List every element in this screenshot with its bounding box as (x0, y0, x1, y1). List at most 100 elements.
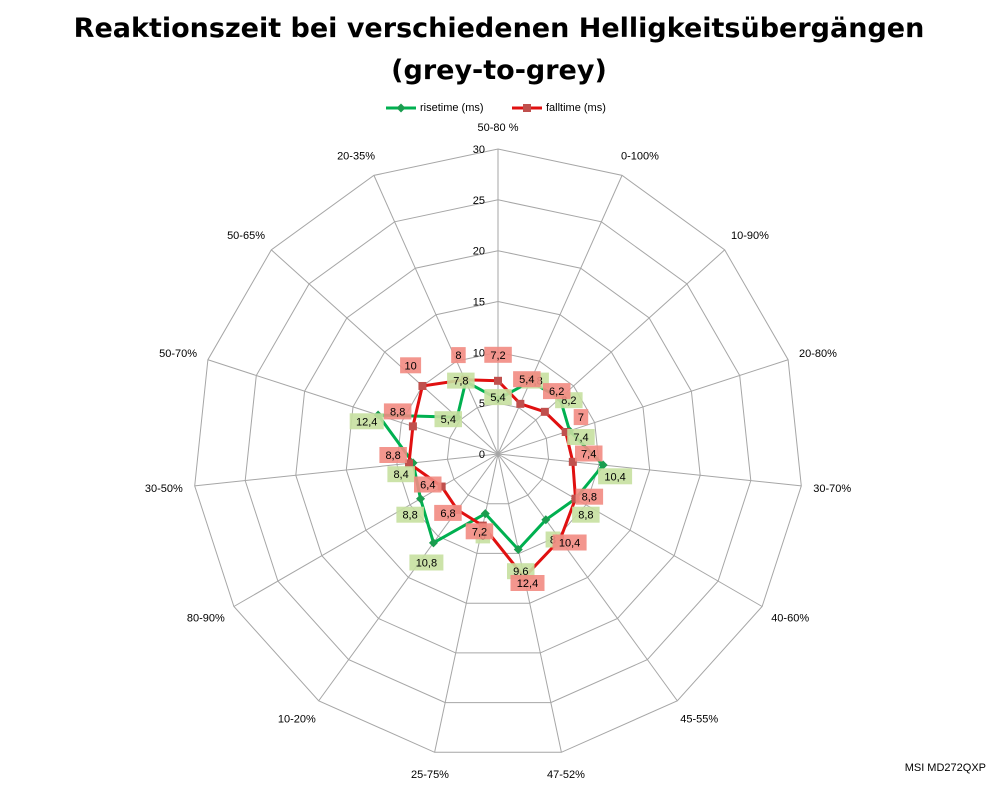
radial-tick-label: 10 (473, 347, 485, 359)
fall-data-label-bg (575, 445, 603, 462)
rise-data-label-bg (572, 506, 600, 523)
radial-tick-label: 30 (473, 144, 485, 156)
fall-data-label-bg (575, 488, 604, 505)
fall-data-label: 8,8 (390, 406, 405, 418)
rise-series-line (376, 380, 605, 551)
fall-data-label: 8 (455, 350, 461, 362)
fall-data-label-bg (573, 409, 589, 426)
rise-data-label: 5,4 (490, 392, 505, 404)
category-label: 25-75% (411, 769, 449, 781)
legend-rise-label: risetime (ms) (420, 102, 484, 114)
fall-data-label: 5,4 (519, 374, 534, 386)
category-label: 20-80% (799, 348, 837, 360)
fall-data-label: 8,8 (385, 450, 400, 462)
radial-tick-label: 5 (479, 398, 485, 410)
rise-data-label: 10,4 (604, 471, 625, 483)
radial-tick-label: 0 (479, 449, 485, 461)
radar-grid (194, 148, 802, 753)
rise-data-label-bg (484, 389, 512, 406)
rise-data-label-bg (447, 372, 475, 389)
fall-data-label: 6,2 (549, 386, 564, 398)
fall-series-line (407, 378, 577, 579)
data-labels: 5,47,88,27,410,48,889,6610,88,88,412,45,… (349, 346, 633, 591)
rise-data-label-bg (409, 554, 444, 571)
category-label: 30-50% (145, 483, 183, 495)
rise-data-point (428, 538, 438, 548)
fall-data-label-bg (379, 447, 407, 463)
grid-ring (345, 300, 651, 604)
rise-data-point (416, 494, 426, 504)
fall-data-label-bg (513, 371, 541, 388)
monitor-model-label: MSI MD272QXP (904, 762, 986, 774)
chart-title: Reaktionszeit bei verschiedenen Helligke… (0, 8, 998, 92)
legend-fall-swatch (512, 104, 542, 112)
fall-data-label-bg (510, 575, 545, 591)
fall-data-point (540, 407, 549, 416)
fall-data-point (405, 459, 414, 468)
fall-data-point (494, 376, 502, 385)
category-label: 50-70% (159, 348, 197, 360)
fall-data-point (516, 399, 525, 408)
rise-data-label: 7,8 (453, 376, 468, 388)
rise-data-label: 8,4 (393, 469, 408, 481)
legend-fall-label: falltime (ms) (546, 102, 606, 114)
fall-data-label: 7 (578, 412, 584, 424)
fall-data-label: 7,2 (472, 526, 487, 538)
radial-tick-label: 25 (473, 195, 485, 207)
radial-tick-label: 15 (473, 297, 485, 309)
fall-data-label-bg (414, 476, 442, 493)
fall-data-label-bg (465, 523, 494, 540)
grid-ring (446, 402, 550, 505)
chart-title-line-2: (grey-to-grey) (391, 55, 607, 86)
fall-data-point (408, 422, 417, 431)
fall-data-point (418, 381, 427, 390)
rise-data-label-bg (567, 429, 595, 445)
grid-ring (244, 199, 752, 704)
radial-axis-ticks: 0 5 10 15 20 25 30 (473, 144, 485, 461)
fall-data-label: 6,8 (440, 508, 455, 520)
category-label: 80-90% (187, 613, 225, 625)
radial-tick-label: 20 (473, 246, 485, 258)
fall-data-point (568, 457, 577, 466)
fall-data-label: 10 (404, 360, 416, 372)
fall-data-label-bg (400, 357, 422, 374)
fall-data-label-bg (434, 504, 462, 521)
rise-data-label-bg (387, 466, 415, 483)
fall-data-point (437, 482, 446, 491)
fall-data-label-bg (552, 534, 587, 551)
legend-rise-swatch (386, 103, 416, 113)
category-label: 50-80 % (478, 122, 519, 134)
fall-data-point (561, 428, 570, 437)
fall-data-label: 6,4 (420, 480, 435, 492)
rise-data-label: 7,4 (573, 432, 588, 444)
fall-data-point (571, 494, 580, 503)
chart-title-line-1: Reaktionszeit bei verschiedenen Helligke… (73, 13, 925, 44)
rise-data-label: 12,4 (356, 416, 377, 428)
category-label: 10-90% (731, 230, 769, 242)
fall-data-label: 7,2 (490, 350, 505, 362)
rise-data-label-bg (396, 506, 424, 523)
fall-data-label-bg (383, 403, 412, 420)
rise-data-label: 8,8 (578, 510, 593, 522)
grid-ring (295, 250, 701, 654)
category-label: 0-100% (621, 150, 659, 162)
category-label: 10-20% (278, 714, 316, 726)
rise-data-point (598, 460, 608, 470)
rise-data-label-bg (598, 468, 633, 485)
rise-data-point (541, 515, 551, 525)
category-label: 47-52% (547, 769, 585, 781)
grid-ring (194, 148, 802, 753)
category-label: 40-60% (771, 613, 809, 625)
fall-data-label: 10,4 (559, 538, 580, 550)
fall-data-label-bg (451, 347, 466, 364)
category-label: 45-55% (680, 714, 718, 726)
rise-data-label: 10,8 (416, 558, 437, 570)
fall-data-label: 7,4 (581, 449, 596, 461)
category-label: 30-70% (813, 483, 851, 495)
fall-data-label-bg (543, 383, 571, 400)
fall-data-label: 12,4 (517, 578, 538, 590)
rise-data-label-bg (434, 411, 462, 428)
category-label: 50-65% (227, 230, 265, 242)
rise-data-point (480, 509, 490, 519)
